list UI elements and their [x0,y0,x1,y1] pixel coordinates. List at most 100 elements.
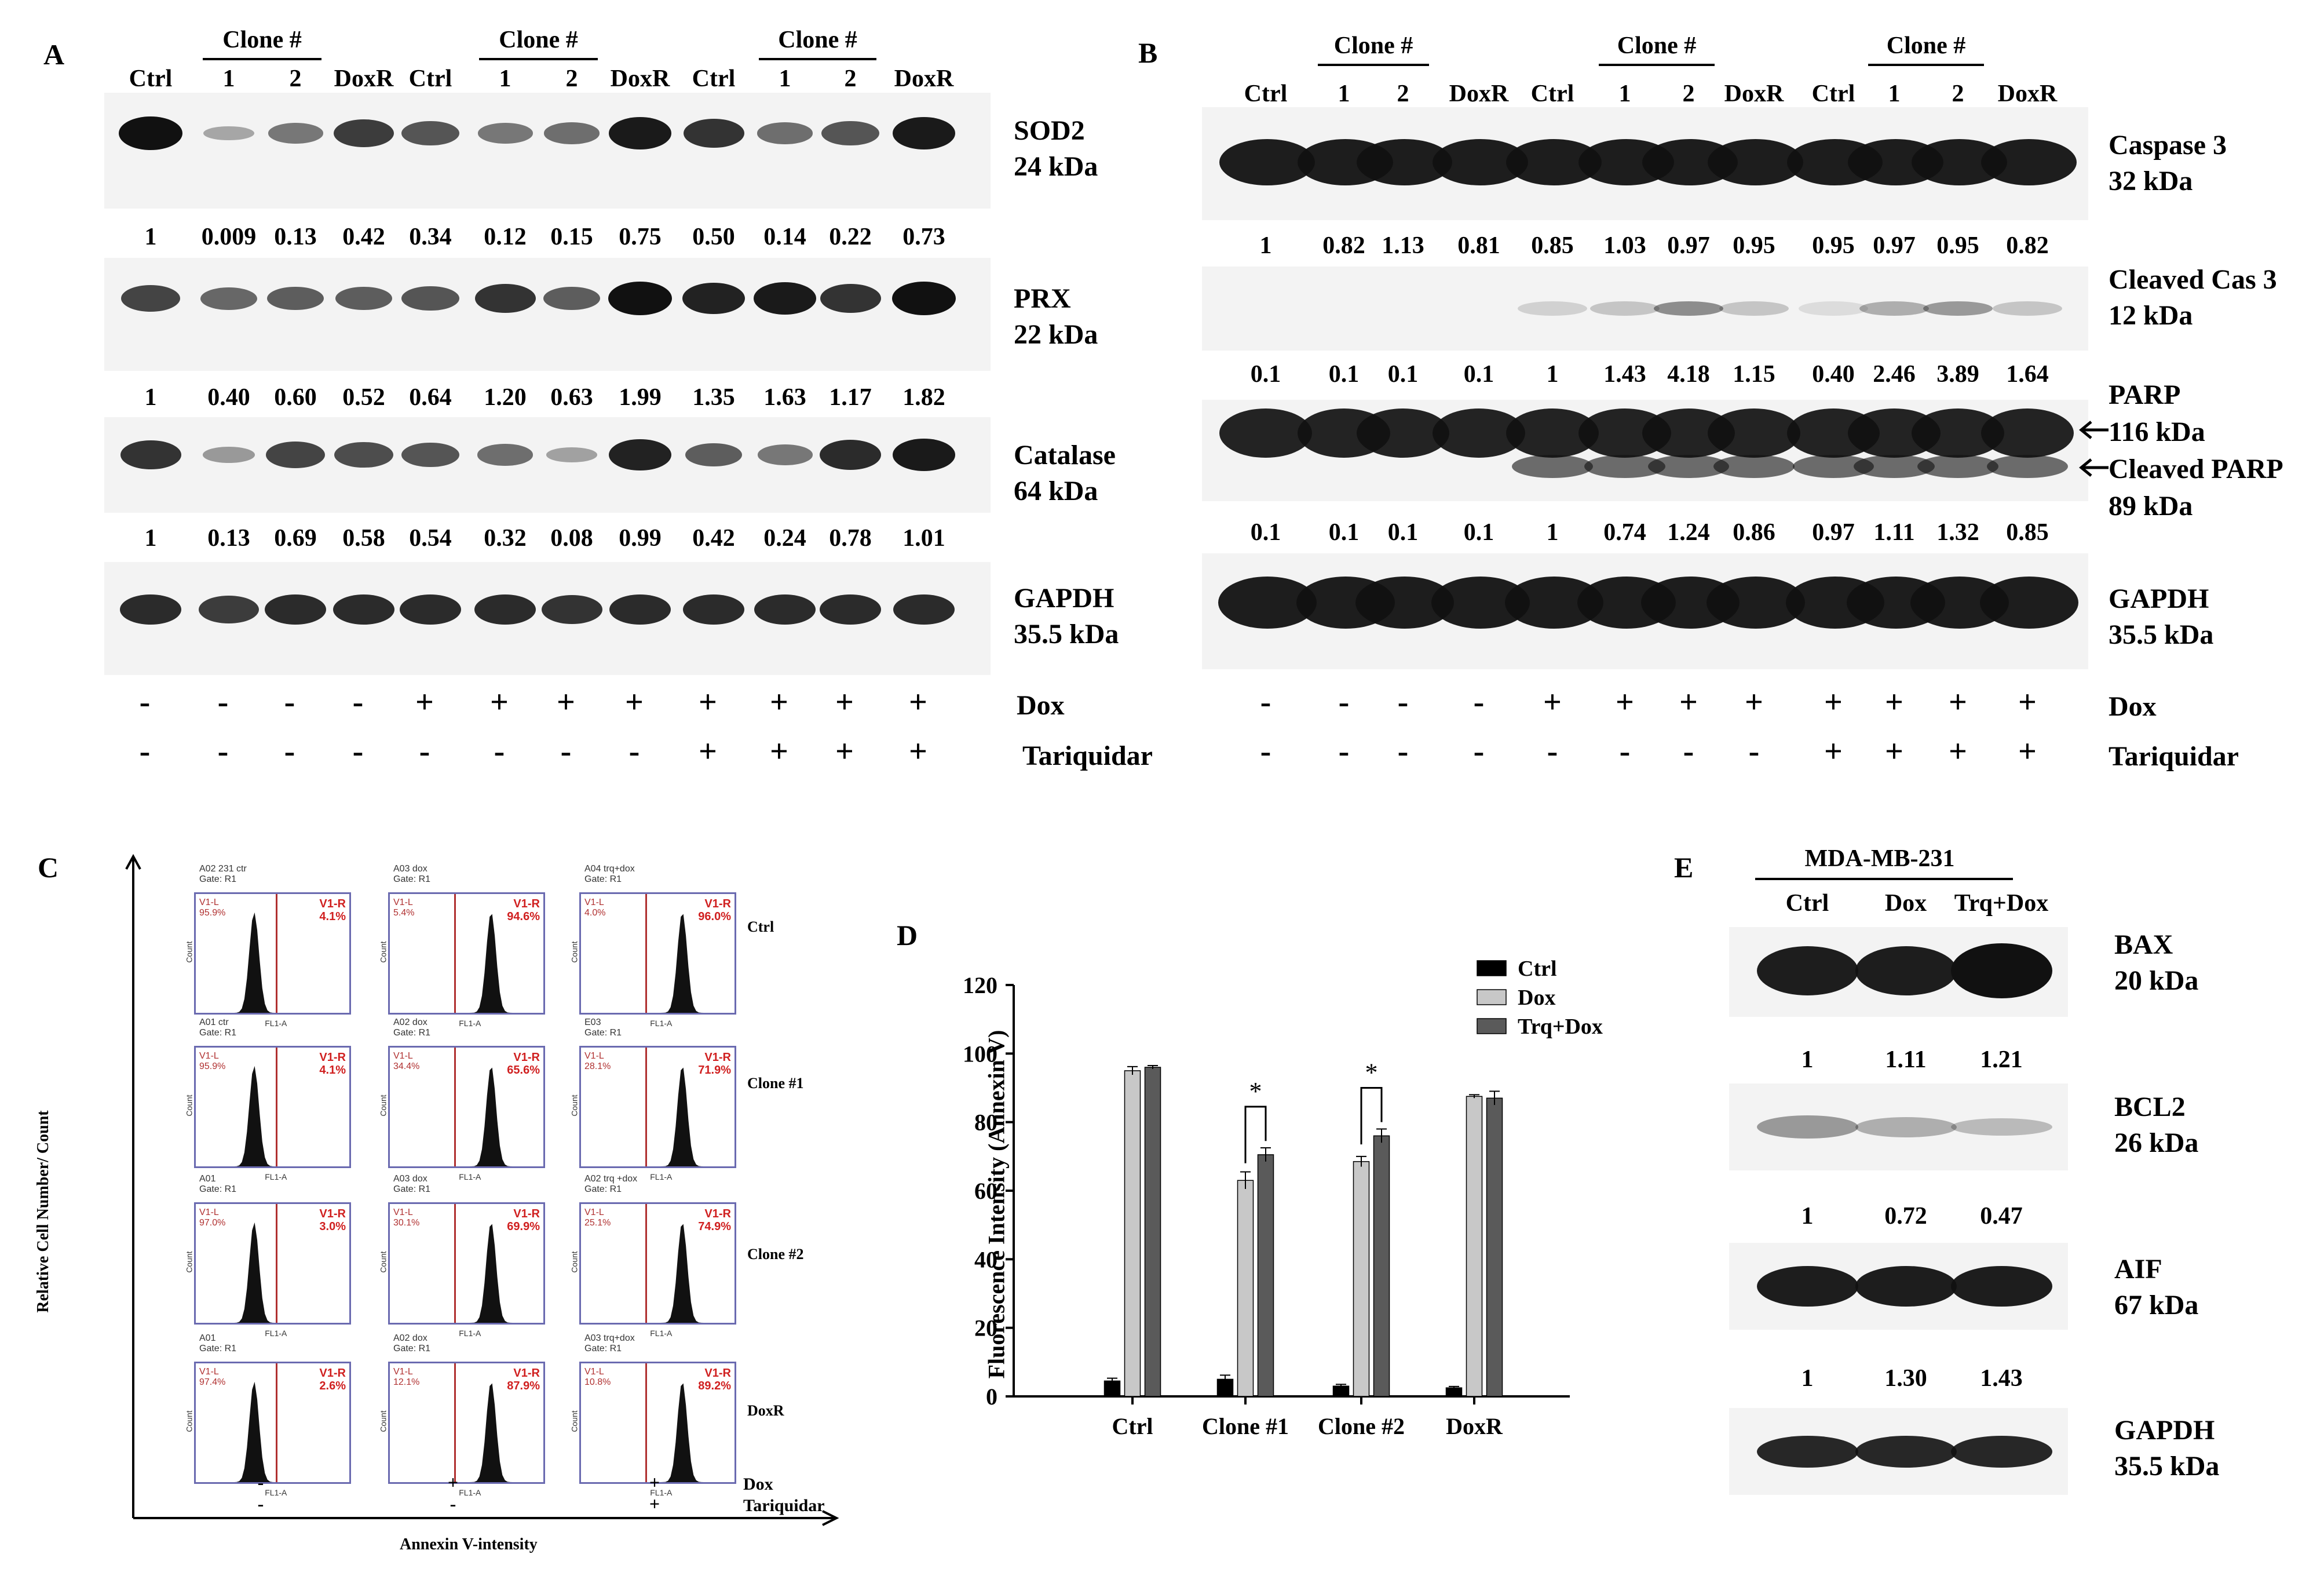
band [546,447,598,462]
marker-kda: 67 kDa [2114,1290,2199,1320]
facs-header-line: Gate: R1 [584,1184,622,1194]
quant-value: 0.69 [274,525,317,552]
facs-x-axis: FL1-A [650,1329,673,1338]
marker-label-parp: PARP 116 kDa Cleaved PARP 89 kDa [2109,377,2283,525]
band [757,444,813,465]
facs-histogram-fill [581,914,735,1013]
quant-value: 0.1 [1387,361,1419,388]
dox-sign: + [699,684,717,720]
facs-header: A04 trq+dox Gate: R1 [584,864,635,885]
band [1855,1266,1957,1307]
quant-value: 1.01 [902,525,945,552]
facs-peak [390,914,543,1013]
facs-right-value: 69.9% [507,1220,540,1233]
band [819,594,882,625]
lane-label: 2 [1952,81,1964,107]
band [1512,455,1593,478]
facs-x-axis: FL1-A [650,1019,673,1028]
facs-left-value: 95.9% [199,908,226,918]
facs-row-label: Ctrl [747,918,774,935]
marker-name: AIF [2114,1254,2162,1285]
legend-swatch [1477,1018,1507,1034]
band [1987,455,2068,478]
quant-value: 0.47 [1980,1203,2023,1230]
lane-label: 1 [1888,81,1901,107]
quant-value: 4.18 [1667,361,1710,388]
dox-sign: + [490,684,509,720]
bar [1486,1097,1503,1397]
facs-gate-line [275,1048,277,1166]
lane-label: Ctrl [1785,890,1829,917]
facs-right-gate: V1-R [704,1367,731,1380]
band [119,116,182,150]
facs-right-value: 65.6% [507,1064,540,1077]
facs-header: A02 dox Gate: R1 [393,1017,430,1038]
lane-label: Trq+Dox [1954,890,2049,917]
facs-header-line: A02 dox [393,1017,427,1027]
band [753,282,817,315]
blot-prx [104,258,991,371]
tariquidar-sign: - [1547,734,1558,769]
lane-label: 2 [844,65,857,92]
facs-peak [581,1383,735,1482]
band [203,447,255,463]
facs-header-line: A02 231 ctr [199,864,247,874]
marker-label-bcl2: BCL2 26 kDa [2114,1089,2198,1161]
clone-label: Clone # [1886,32,1966,59]
band [1719,301,1789,316]
facs-y-axis: Count [569,1095,579,1117]
marker-label-prx: PRX 22 kDa [1014,281,1098,353]
quant-value: 0.15 [550,224,593,250]
facs-header-line: Gate: R1 [393,1184,431,1194]
x-tick-label: Ctrl [1112,1413,1153,1437]
tariquidar-sign: + [770,734,788,769]
band [819,439,882,470]
tariquidar-sign: - [1338,734,1350,769]
facs-right-percent: V1-R 65.6% [507,1051,540,1077]
facs-header: A01 ctr Gate: R1 [199,1017,236,1038]
facs-left-gate: V1-L [393,1367,413,1377]
band [1756,1435,1858,1468]
facs-right-value: 74.9% [698,1220,731,1233]
facs-gate-line [275,1363,277,1482]
quant-value: 0.1 [1463,361,1494,388]
quant-value: 1 [1259,232,1272,259]
facs-left-percent: V1-L 34.4% [393,1051,419,1072]
band [1923,301,1993,316]
band [608,282,672,315]
facs-right-percent: V1-R 94.6% [507,898,540,923]
dox-sign: + [1885,684,1903,720]
dox-sign: + [1745,684,1763,720]
band [1981,408,2074,458]
legend-label: Ctrl [1518,957,1557,981]
marker-name: Cleaved Cas 3 [2109,264,2277,295]
band [1756,1115,1858,1139]
significance-bracket [1360,1087,1383,1145]
marker-name: SOD2 [1014,115,1085,146]
dox-sign: + [770,684,788,720]
facs-right-percent: V1-R 87.9% [507,1367,540,1392]
facs-histogram-fill [390,1383,543,1482]
facs-header-line: A04 trq+dox [584,864,635,874]
band [543,286,601,311]
facs-header-line: Gate: R1 [393,1028,431,1038]
clone-label: Clone # [1333,32,1413,59]
quant-value: 3.89 [1936,361,1979,388]
quant-value: 1 [1801,1365,1814,1392]
facs-left-gate: V1-L [584,1051,604,1061]
facs-header-line: A01 [199,1333,216,1343]
quant-value: 0.95 [1812,232,1855,259]
band [821,121,879,146]
dox-sign: - [1473,684,1485,720]
y-tick-label: 120 [963,972,997,998]
facs-left-gate: V1-L [393,898,413,907]
marker-label-sod2: SOD2 24 kDa [1014,113,1098,185]
lane-label: 2 [1397,81,1409,107]
facs-left-percent: V1-L 5.4% [393,898,414,918]
lane-label: 1 [499,65,511,92]
legend-swatch [1477,989,1507,1005]
legend-label: Trq+Dox [1518,1015,1603,1039]
quant-value: 0.1 [1463,519,1494,546]
band [1993,301,2062,316]
band [120,440,181,470]
